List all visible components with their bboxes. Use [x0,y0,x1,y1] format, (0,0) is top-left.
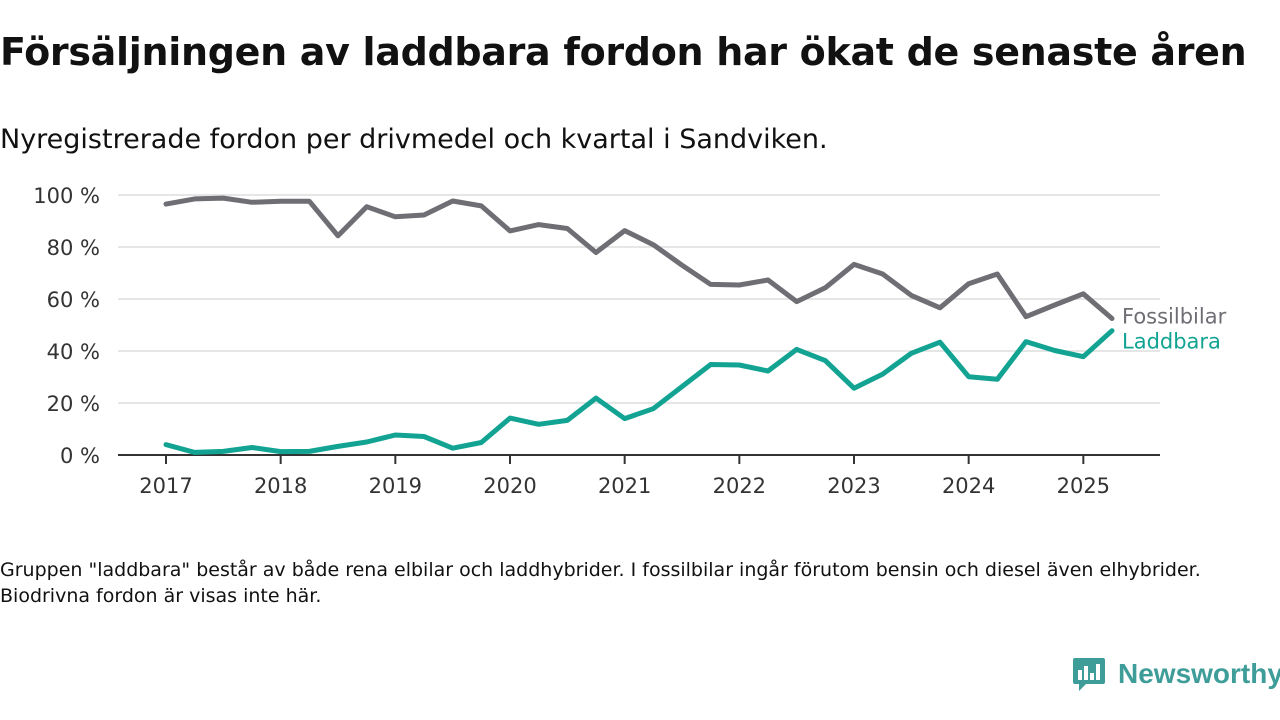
chart-title: Försäljningen av laddbara fordon har öka… [0,30,1247,74]
newsworthy-logo-icon [1073,658,1105,691]
x-tick-label: 2017 [139,474,192,498]
x-axis: 2017 2018 2019 2020 2021 2022 2023 2024 2025 [118,454,1160,498]
x-tick-label: 2018 [254,474,307,498]
footnote: Gruppen "laddbara" består av både rena e… [0,559,1201,607]
y-tick-label: 100 % [33,184,100,208]
x-tick-label: 2020 [483,474,536,498]
y-axis-ticks: 0 % 20 % 40 % 60 % 80 % 100 % [33,184,100,468]
grid-lines [118,194,1160,404]
x-tick-label: 2023 [827,474,880,498]
series-line-laddbara [163,328,1115,455]
x-tick-label: 2025 [1057,474,1110,498]
x-tick-label: 2024 [942,474,995,498]
y-tick-label: 20 % [47,392,100,416]
series-line-fossilbilar [163,195,1115,321]
series-label-laddbara: Laddbara [1122,330,1221,354]
chart-subtitle: Nyregistrerade fordon per drivmedel och … [0,124,828,155]
series-lines [163,195,1115,455]
series-label-fossilbilar: Fossilbilar [1122,305,1227,329]
x-tick-label: 2021 [598,474,651,498]
x-tick-label: 2022 [713,474,766,498]
y-tick-label: 60 % [47,288,100,312]
x-tick-label: 2019 [369,474,422,498]
y-tick-label: 40 % [47,340,100,364]
brand-name: Newsworthy [1118,658,1280,689]
y-tick-label: 80 % [47,236,100,260]
brand-logo[interactable]: Newsworthy [1072,656,1280,692]
y-tick-label: 0 % [60,444,100,468]
line-chart: 0 % 20 % 40 % 60 % 80 % 100 % 2017 2018 2019 202… [33,184,1227,498]
